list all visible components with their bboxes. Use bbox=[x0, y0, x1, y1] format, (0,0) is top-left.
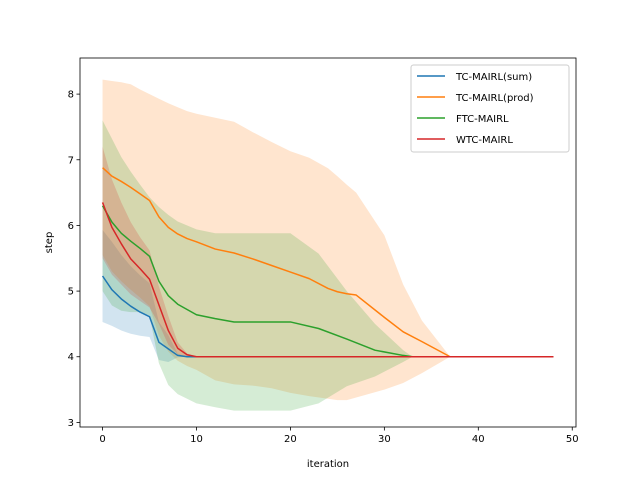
y-axis-ticks: 3 4 5 6 7 8 bbox=[68, 90, 80, 429]
y-axis-label: step bbox=[44, 232, 55, 254]
x-tick-label: 0 bbox=[99, 434, 105, 445]
x-tick-label: 20 bbox=[284, 434, 297, 445]
x-tick-label: 30 bbox=[378, 434, 391, 445]
plot-frame bbox=[79, 57, 577, 428]
legend: TC-MAIRL(sum) TC-MAIRL(prod) FTC-MAIRL WTC-… bbox=[410, 64, 570, 153]
line-wtc-mairl bbox=[101, 202, 554, 358]
x-tick-label: 50 bbox=[566, 434, 579, 445]
confidence-bands bbox=[102, 79, 554, 411]
legend-frame bbox=[410, 64, 570, 153]
y-tick-label: 6 bbox=[68, 221, 74, 232]
legend-label: TC-MAIRL(sum) bbox=[455, 72, 532, 83]
line-tc-mairl-sum bbox=[101, 275, 554, 358]
x-tick-label: 10 bbox=[190, 434, 203, 445]
line-ftc-mairl bbox=[101, 205, 554, 358]
band-tc-mairl-prod bbox=[102, 79, 554, 401]
band-ftc-mairl bbox=[102, 120, 554, 411]
line-tc-mairl-prod bbox=[102, 167, 554, 358]
y-tick-label: 8 bbox=[68, 90, 74, 101]
x-axis-label: iteration bbox=[307, 459, 349, 470]
series-lines bbox=[101, 167, 554, 358]
x-tick-label: 40 bbox=[472, 434, 485, 445]
y-tick-label: 7 bbox=[68, 155, 74, 166]
y-tick-label: 4 bbox=[68, 352, 74, 363]
legend-label: FTC-MAIRL bbox=[456, 114, 509, 125]
y-tick-label: 3 bbox=[68, 418, 74, 429]
x-axis-ticks: 0 10 20 30 40 50 bbox=[99, 427, 579, 445]
legend-label: WTC-MAIRL bbox=[456, 135, 513, 146]
legend-label: TC-MAIRL(prod) bbox=[455, 93, 534, 104]
y-tick-label: 5 bbox=[68, 287, 74, 298]
